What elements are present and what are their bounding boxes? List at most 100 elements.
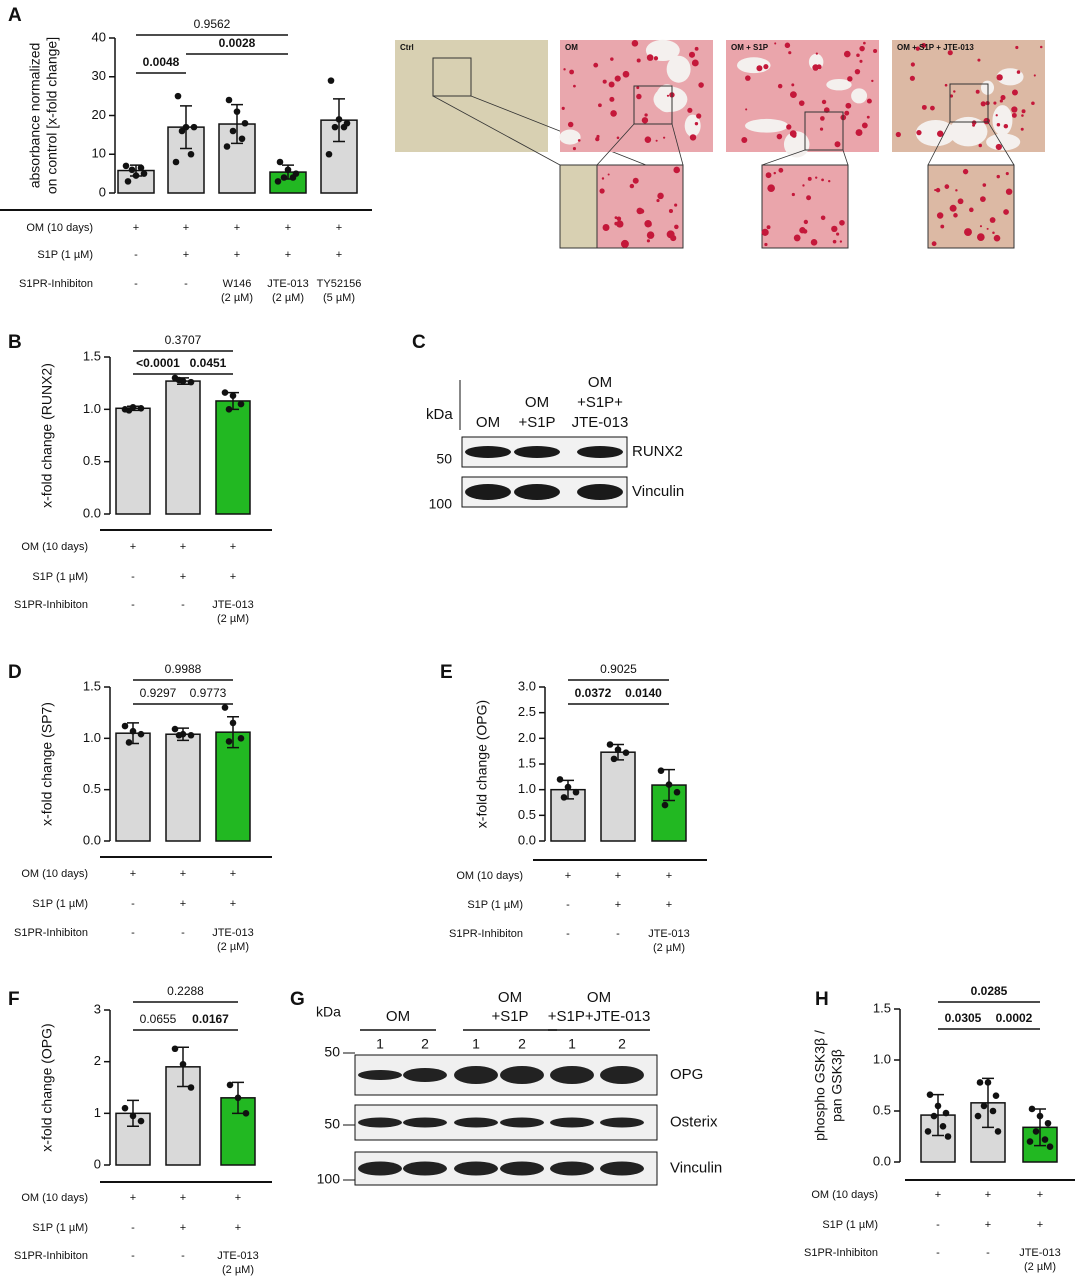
data-point: [1046, 1143, 1054, 1150]
micrograph-stain: [790, 91, 797, 99]
blot-band: [358, 1117, 402, 1128]
micrograph-stain: [1021, 114, 1024, 117]
micrograph-stain: [910, 62, 915, 67]
condition-cell: -: [134, 249, 138, 261]
y-tick-label: 2.5: [518, 704, 536, 719]
y-tick-label: 40: [92, 29, 106, 44]
micrograph-stain: [798, 100, 805, 106]
y-tick-label: 0.0: [83, 832, 101, 847]
data-point: [187, 731, 195, 739]
condition-label: S1PR-Inhibiton: [14, 927, 88, 939]
micrograph-stain: [930, 105, 935, 111]
micrograph-stain: [644, 136, 652, 143]
micrograph-stain: [646, 239, 650, 243]
data-point: [242, 1110, 250, 1117]
condition-cell: (2 µM): [217, 613, 249, 625]
y-tick-label: 0: [99, 184, 106, 199]
micrograph-stain: [861, 122, 868, 129]
micrograph-void: [653, 86, 688, 112]
error-bar: [932, 1093, 944, 1137]
micrograph-stain: [674, 203, 678, 207]
micrograph-label: OM + S1P: [731, 43, 769, 52]
zoom-region: [804, 111, 844, 151]
micrograph-stain: [871, 79, 874, 83]
condition-cell: +: [180, 1222, 186, 1234]
micrograph-stain: [646, 231, 655, 239]
micrograph-stain: [601, 177, 605, 180]
band-label: Vinculin: [670, 1159, 722, 1176]
p-value: 0.0655: [140, 1012, 177, 1026]
zoom-region: [949, 83, 989, 123]
micrograph-void: [684, 114, 701, 137]
micrograph-stain: [806, 195, 812, 201]
data-point: [976, 1079, 984, 1086]
blot-band: [577, 484, 623, 500]
micrograph-stain: [832, 239, 837, 244]
group-label: OM: [386, 1008, 410, 1025]
condition-cell: +: [1037, 1219, 1043, 1231]
data-point: [944, 1133, 952, 1140]
data-point: [129, 1112, 137, 1120]
data-point: [274, 178, 282, 185]
data-point: [226, 1081, 234, 1089]
condition-label: S1P (1 µM): [32, 898, 88, 910]
micrograph-stain: [993, 234, 1001, 242]
data-point: [233, 108, 241, 115]
group-label: +S1P: [491, 1008, 528, 1025]
micrograph-stain: [820, 215, 826, 221]
kda-marker: 50: [324, 1044, 340, 1060]
y-tick-label: 0.5: [83, 781, 101, 796]
micrograph-stain: [1011, 89, 1018, 96]
micrograph-stain: [616, 216, 622, 222]
blot-band: [600, 1161, 644, 1176]
data-point: [657, 767, 665, 774]
kda-marker: 50: [436, 451, 452, 467]
condition-cell: +: [133, 222, 139, 234]
group-label: OM: [587, 989, 611, 1006]
condition-cell: +: [234, 249, 240, 261]
micrograph-void: [986, 133, 1021, 151]
data-point: [340, 123, 348, 131]
data-point: [622, 749, 630, 757]
band-label: RUNX2: [632, 443, 683, 460]
data-point: [179, 1060, 187, 1068]
micrograph-stain: [761, 228, 769, 236]
bar: [215, 731, 251, 842]
p-value: <0.0001: [136, 356, 180, 370]
y-tick-label: 0.5: [873, 1102, 891, 1117]
condition-label: S1P (1 µM): [32, 571, 88, 583]
micrograph-stain: [799, 227, 806, 234]
data-point: [171, 725, 179, 733]
data-point: [280, 174, 288, 181]
band-label: OPG: [670, 1066, 703, 1083]
p-value: 0.0167: [192, 1012, 229, 1026]
micrograph-stain: [616, 220, 624, 228]
blot-band: [500, 1066, 544, 1084]
micrograph-stain: [819, 127, 824, 131]
condition-cell: -: [181, 927, 185, 939]
p-value: 0.0305: [945, 1011, 982, 1025]
y-tick-label: 1.0: [873, 1051, 891, 1066]
micrograph-stain: [957, 198, 964, 205]
condition-cell: -: [986, 1247, 990, 1259]
micrograph-stain: [756, 65, 763, 72]
micrograph-stain: [982, 183, 987, 187]
blot-band: [454, 1117, 498, 1128]
lane-label: OM: [476, 414, 500, 431]
zoom-region: [633, 85, 673, 125]
data-point: [325, 150, 333, 158]
y-tick-label: 1.5: [83, 678, 101, 693]
data-point: [121, 1104, 129, 1112]
micrograph-stain: [823, 107, 830, 113]
y-tick-label: 1: [94, 1105, 101, 1120]
bar: [215, 400, 251, 515]
data-point: [237, 735, 245, 742]
blot-band: [600, 1117, 644, 1128]
condition-cell: +: [230, 868, 236, 880]
micrograph-stain: [1031, 101, 1035, 106]
data-point: [121, 722, 129, 730]
micrograph-stain: [631, 40, 639, 47]
zoom-connector: [927, 121, 951, 166]
lane-number: 1: [376, 1036, 384, 1052]
blot-band: [514, 446, 560, 458]
